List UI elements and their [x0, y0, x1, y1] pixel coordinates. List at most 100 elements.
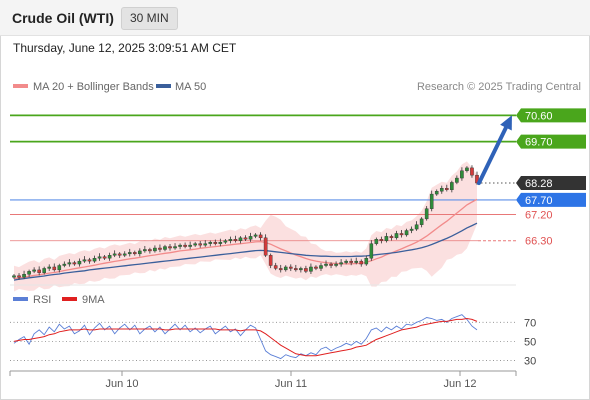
level-label-text: 68.28	[525, 178, 553, 190]
candle-body	[359, 260, 364, 265]
level-label-68.28: 68.28	[516, 176, 586, 191]
candle-body	[268, 255, 273, 266]
candle-body	[132, 252, 137, 255]
candle	[132, 250, 137, 256]
candle-body	[107, 255, 112, 259]
candle-body	[445, 188, 449, 190]
rsi-tick-30: 30	[524, 355, 536, 367]
candle-body	[258, 234, 263, 239]
candle	[22, 270, 26, 279]
candle-body	[349, 260, 353, 263]
candle	[434, 189, 439, 196]
candle	[233, 235, 238, 243]
candle	[460, 167, 464, 181]
candle-body	[314, 266, 318, 269]
rsi-line	[13, 314, 478, 360]
candle	[439, 185, 444, 194]
candle-body	[27, 271, 31, 275]
candle-body	[465, 167, 469, 171]
candle-body	[203, 243, 208, 246]
candle	[354, 257, 359, 265]
forecast-arrow	[477, 115, 512, 186]
candle-body	[339, 262, 343, 265]
candle	[148, 247, 152, 254]
candle	[374, 237, 379, 246]
candle-body	[67, 262, 72, 265]
candle-body	[198, 243, 203, 246]
candle-body	[168, 246, 172, 249]
candle-body	[188, 244, 192, 247]
candle	[288, 264, 293, 272]
candle-body	[455, 177, 459, 183]
candle-body	[173, 246, 177, 249]
candle	[87, 257, 92, 264]
candle-body	[223, 240, 228, 243]
candle	[384, 232, 389, 243]
candle-body	[228, 239, 233, 241]
candle-body	[158, 247, 162, 250]
candle-body	[369, 243, 374, 259]
candle	[238, 236, 243, 244]
candle	[470, 165, 474, 178]
level-label-bg	[516, 108, 586, 123]
candle	[168, 243, 172, 251]
candle	[399, 229, 404, 238]
candle-body	[102, 256, 107, 259]
x-tick-label: Jun 10	[105, 378, 138, 390]
legend-swatch-ma50	[156, 84, 171, 88]
candle-body	[22, 274, 26, 278]
candle-body	[57, 265, 62, 271]
candle-body	[62, 263, 67, 266]
level-label-69.70: 69.70	[516, 134, 586, 149]
level-label-text: 69.70	[525, 137, 553, 149]
candle-body	[17, 275, 21, 278]
candle	[309, 263, 313, 274]
candle	[294, 264, 298, 272]
candle	[62, 261, 67, 268]
candle	[203, 240, 208, 247]
candle	[283, 265, 288, 272]
candle	[57, 263, 62, 273]
candle-body	[87, 259, 92, 262]
candle-body	[379, 239, 384, 241]
candle-body	[138, 250, 142, 255]
candle	[263, 234, 268, 258]
candle-body	[399, 233, 404, 236]
rsi-tick-70: 70	[524, 317, 536, 329]
candle-body	[460, 170, 464, 179]
candle-body	[82, 259, 87, 262]
interval-button[interactable]: 30 MIN	[121, 7, 178, 30]
candle-body	[253, 234, 258, 237]
candle	[153, 245, 157, 253]
candle-body	[299, 268, 303, 271]
candle-body	[238, 237, 243, 241]
candle	[122, 251, 127, 258]
candle	[213, 239, 218, 246]
candle-body	[354, 260, 359, 263]
candle	[349, 258, 353, 266]
level-label-text: 66.30	[525, 236, 553, 248]
candle	[32, 267, 36, 274]
price-levels	[10, 114, 516, 242]
candle-body	[127, 252, 132, 255]
candle	[414, 221, 419, 231]
legend-label-rsi: RSI	[33, 294, 51, 306]
candle	[138, 248, 142, 257]
candle	[92, 255, 97, 263]
candle-body	[143, 249, 147, 252]
candle	[379, 236, 384, 244]
candle-body	[429, 193, 434, 209]
candle	[97, 253, 102, 261]
candle-body	[434, 190, 439, 195]
candle	[278, 264, 283, 273]
candle	[429, 190, 434, 212]
candle-body	[37, 269, 41, 273]
candle	[218, 238, 223, 247]
candle-body	[329, 263, 333, 266]
candle-body	[278, 268, 283, 271]
candle-body	[470, 167, 474, 176]
candle	[445, 184, 449, 192]
candle	[183, 242, 187, 249]
price-level-labels: 70.60 69.70 68.28 67.70 67.20 66.30	[516, 108, 586, 248]
candle-body	[414, 224, 419, 230]
